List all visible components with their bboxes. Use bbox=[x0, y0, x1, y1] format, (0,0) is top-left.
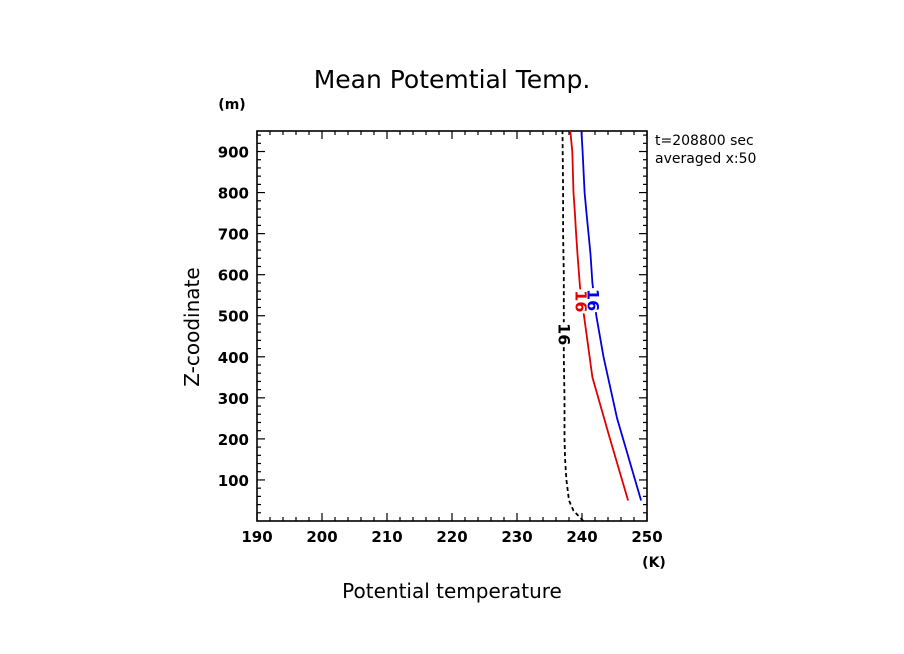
y-tick-label: 400 bbox=[218, 349, 249, 367]
y-tick-label: 600 bbox=[218, 267, 249, 285]
annotation-time: t=208800 sec bbox=[655, 133, 754, 149]
x-axis-unit: (K) bbox=[642, 555, 666, 571]
x-tick-label: 230 bbox=[501, 528, 532, 546]
annotation-average: averaged x:50 bbox=[655, 151, 756, 167]
y-tick-label: 900 bbox=[218, 144, 249, 162]
plot-frame bbox=[256, 130, 648, 522]
series-label-gap-2 bbox=[586, 288, 601, 313]
series-label-0: 16 bbox=[554, 323, 573, 345]
series-line-2 bbox=[580, 130, 642, 501]
series-label-1: 16 bbox=[571, 290, 590, 312]
x-tick-label: 190 bbox=[241, 528, 272, 546]
y-tick-label: 500 bbox=[218, 308, 249, 326]
series-label-gap-0 bbox=[557, 322, 572, 347]
chart-title: Mean Potemtial Temp. bbox=[314, 65, 591, 94]
series-line-0 bbox=[561, 130, 584, 522]
y-axis-label: Z-coodinate bbox=[180, 267, 204, 386]
x-tick-label: 240 bbox=[566, 528, 597, 546]
y-tick-label: 200 bbox=[218, 431, 249, 449]
x-tick-label: 250 bbox=[631, 528, 662, 546]
x-tick-label: 220 bbox=[436, 528, 467, 546]
x-axis-label: Potential temperature bbox=[342, 579, 562, 603]
y-tick-label: 800 bbox=[218, 185, 249, 203]
y-tick-label: 700 bbox=[218, 226, 249, 244]
x-tick-label: 200 bbox=[306, 528, 337, 546]
series-label-gap-1 bbox=[574, 289, 589, 314]
y-tick-label: 300 bbox=[218, 390, 249, 408]
plot-area: 190 200 210 220 230 240 250 100 200 300 400 500 600 7… bbox=[218, 130, 663, 546]
series-line-1 bbox=[569, 130, 629, 501]
x-tick-label: 210 bbox=[371, 528, 402, 546]
series-label-2: 16 bbox=[584, 289, 603, 311]
y-axis-unit: (m) bbox=[218, 97, 245, 113]
y-tick-label: 100 bbox=[218, 472, 249, 490]
